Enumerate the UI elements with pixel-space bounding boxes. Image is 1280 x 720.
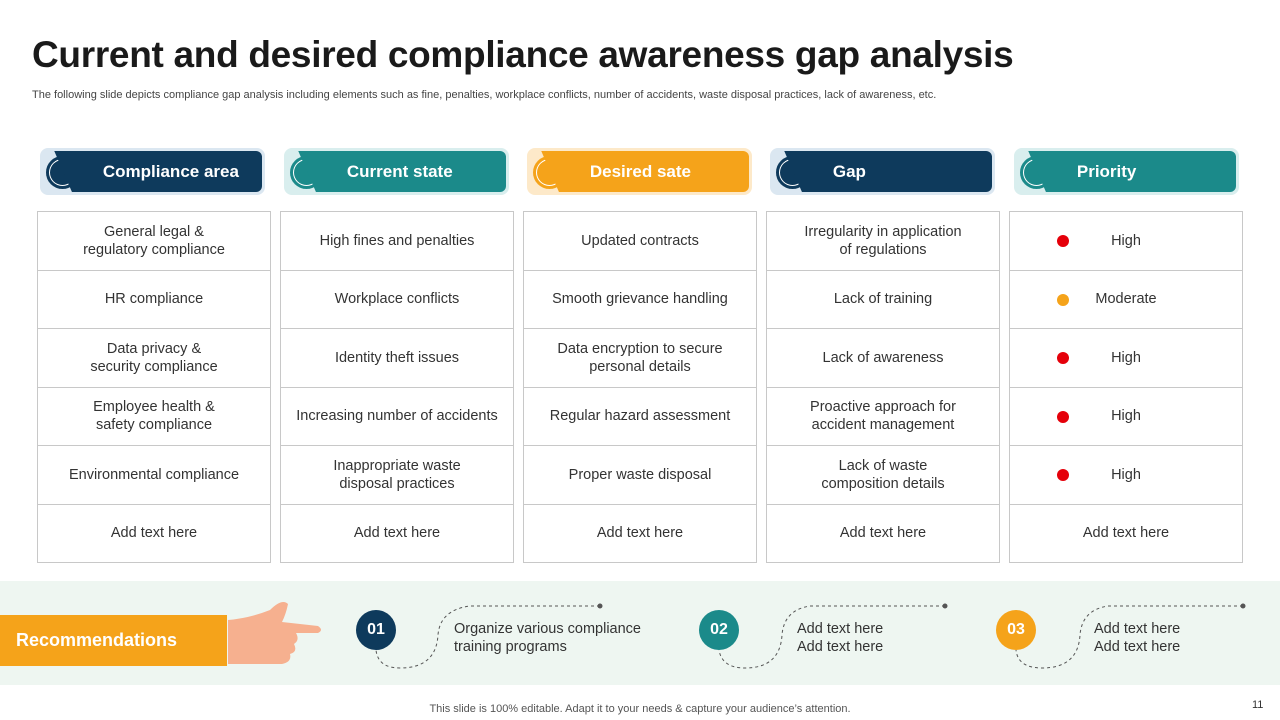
table-cell: Employee health & safety compliance xyxy=(37,386,271,446)
priority-label: High xyxy=(1111,408,1141,425)
table-cell: Lack of waste composition details xyxy=(766,445,1000,505)
table-cell: Inappropriate waste disposal practices xyxy=(280,445,514,505)
priority-label: High xyxy=(1111,232,1141,249)
priority-cell: Add text here xyxy=(1009,503,1243,563)
decor xyxy=(228,602,1246,669)
header-label: Gap xyxy=(832,161,866,181)
priority-dot xyxy=(1057,410,1069,423)
column-header: Priority xyxy=(1014,148,1239,195)
priority-cell: High xyxy=(1009,328,1243,388)
column-header: Compliance area xyxy=(40,148,265,195)
priority-label: Add text here xyxy=(1082,525,1170,542)
table-cell: Regular hazard assessment xyxy=(523,386,757,446)
column-header: Current state xyxy=(284,148,509,195)
column-header: Desired sate xyxy=(527,148,752,195)
subtitle: The following slide depicts compliance g… xyxy=(32,89,937,101)
priority-dot xyxy=(1057,293,1069,306)
table-cell: Data encryption to secure personal detai… xyxy=(523,328,757,388)
header-label: Current state xyxy=(346,161,453,181)
priority-cell: High xyxy=(1009,386,1243,446)
header-band: Gap xyxy=(771,151,992,192)
table-cell: Irregularity in application of regulatio… xyxy=(766,211,1000,271)
table-cell: Environmental compliance xyxy=(37,445,271,505)
priority-dot xyxy=(1057,235,1069,248)
recommendation-text: Add text here Add text here xyxy=(797,621,884,655)
recommendation-text: Add text here Add text here xyxy=(1094,621,1181,655)
table-cell: Add text here xyxy=(37,503,271,563)
priority-label: High xyxy=(1111,349,1141,366)
table-cell: General legal & regulatory compliance xyxy=(37,211,271,271)
table-cell: Smooth grievance handling xyxy=(523,269,757,329)
table-cell: Proactive approach for accident manageme… xyxy=(766,386,1000,446)
table-cell: Updated contracts xyxy=(523,211,757,271)
table-cell: Workplace conflicts xyxy=(280,269,514,329)
priority-cell: High xyxy=(1009,211,1243,271)
priority-dot xyxy=(1057,469,1069,482)
recommendation-text: Organize various compliance training pro… xyxy=(454,621,641,655)
column-header: Gap xyxy=(770,148,995,195)
table-cell: Add text here xyxy=(280,503,514,563)
table-cell: Add text here xyxy=(523,503,757,563)
table-cell: Lack of training xyxy=(766,269,1000,329)
header-band: Desired sate xyxy=(528,151,749,192)
step-number: 01 xyxy=(356,610,396,650)
priority-cell: High xyxy=(1009,445,1243,505)
recommendations-label: Recommendations xyxy=(0,615,227,666)
table-cell: High fines and penalties xyxy=(280,211,514,271)
priority-label: Moderate xyxy=(1095,291,1157,308)
page-number: 11 xyxy=(1252,699,1264,711)
table-cell: Lack of awareness xyxy=(766,328,1000,388)
table-cell: Data privacy & security compliance xyxy=(37,328,271,388)
table-cell: Add text here xyxy=(766,503,1000,563)
footer: This slide is 100% editable. Adapt it to… xyxy=(429,703,851,715)
table-cell: Identity theft issues xyxy=(280,328,514,388)
table-cell: HR compliance xyxy=(37,269,271,329)
priority-label: High xyxy=(1111,466,1141,483)
header-label: Desired sate xyxy=(589,161,691,181)
title: Current and desired compliance awareness… xyxy=(32,34,1014,75)
header-label: Priority xyxy=(1076,161,1137,181)
priority-cell: Moderate xyxy=(1009,269,1243,329)
header-band: Current state xyxy=(285,151,506,192)
header-band: Compliance area xyxy=(41,151,262,192)
header-band: Priority xyxy=(1015,151,1236,192)
table-cell: Increasing number of accidents xyxy=(280,386,514,446)
step-number: 03 xyxy=(996,610,1036,650)
hand xyxy=(228,602,321,664)
step-number: 02 xyxy=(699,610,739,650)
priority-dot xyxy=(1057,352,1069,365)
table-cell: Proper waste disposal xyxy=(523,445,757,505)
header-label: Compliance area xyxy=(102,161,239,181)
